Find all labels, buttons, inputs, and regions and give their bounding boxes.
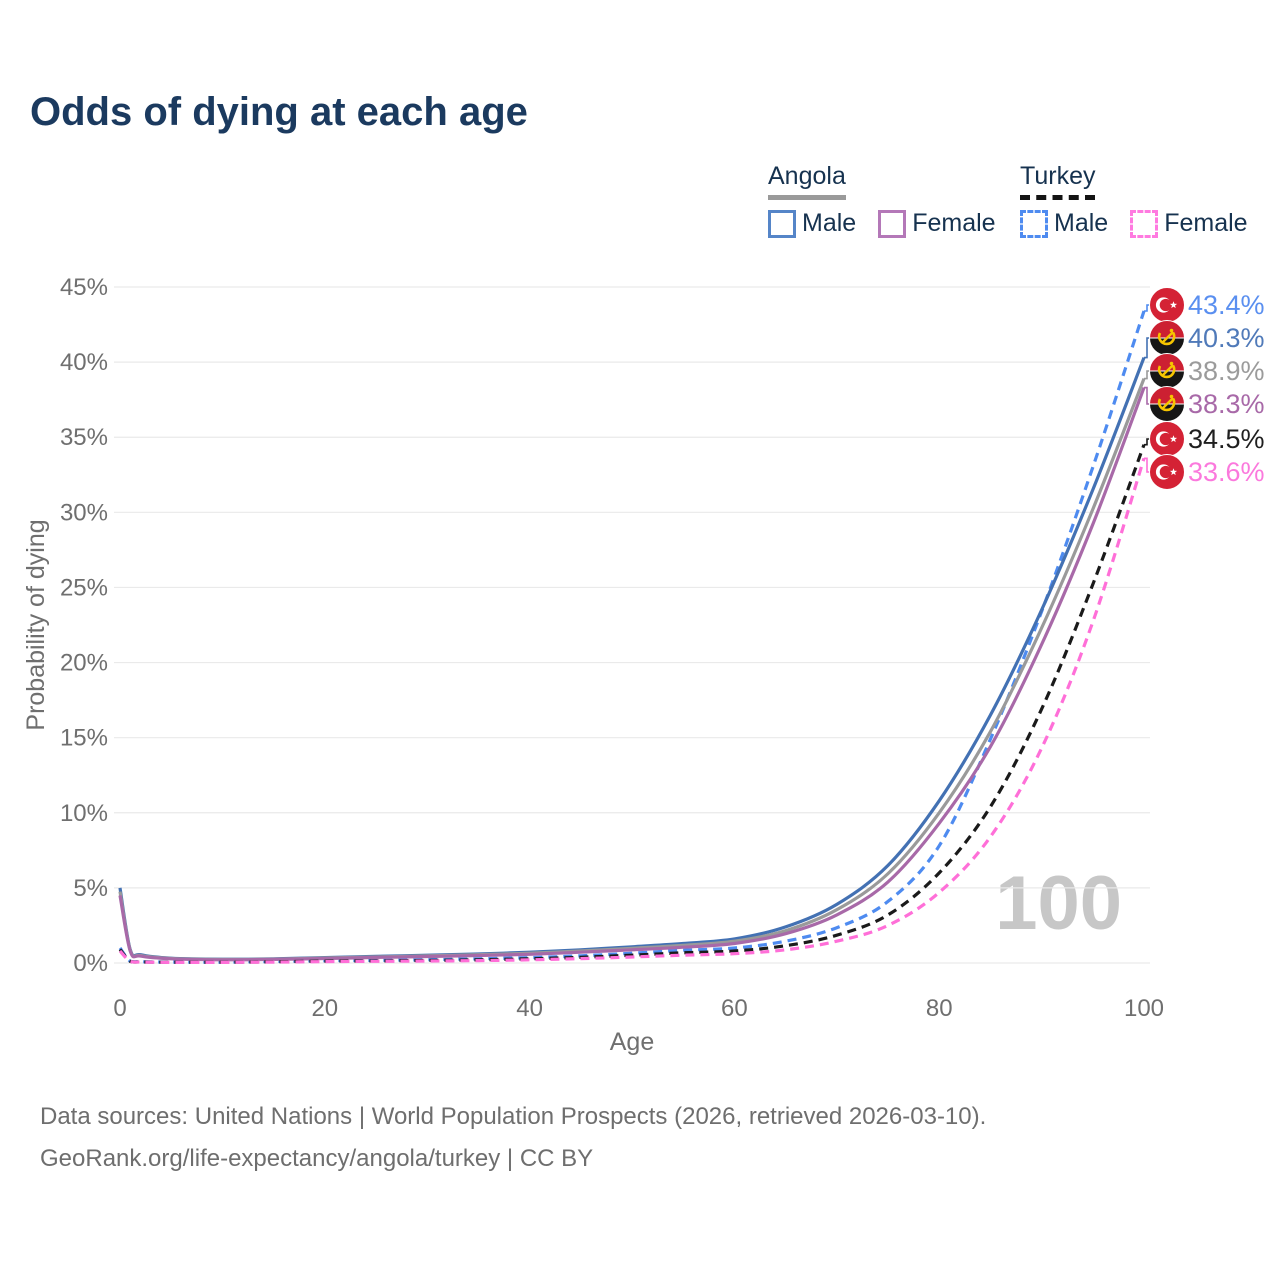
legend-item-label: Male (802, 209, 857, 237)
label-connector-turkey-both-sexes (1144, 438, 1150, 446)
legend-item-label: Male (1054, 209, 1109, 237)
legend-row-angola: Male Female (768, 209, 1010, 238)
turkey-flag-icon (1149, 454, 1185, 490)
label-connector-turkey-male (1144, 304, 1150, 312)
series-line-turkey-female (118, 457, 1146, 965)
footer-attribution-link[interactable]: GeoRank.org/life-expectancy/angola/turke… (40, 1145, 594, 1172)
end-value-label-angola-female: 38.3% (1188, 389, 1265, 419)
angola-male-swatch-icon (768, 209, 796, 238)
angola-flag-icon (1148, 353, 1186, 389)
legend-group-angola: Angola Male Female (768, 162, 1010, 238)
series-line-turkey-male (118, 310, 1146, 964)
y-tick-label-45: 45% (60, 274, 108, 301)
end-value-label-turkey-male: 43.4% (1188, 290, 1265, 320)
angola-flag-icon (1148, 386, 1186, 422)
x-tick-label-80: 80 (926, 995, 953, 1022)
angola-flag-icon (1148, 320, 1186, 356)
end-value-label-angola-both-sexes: 38.9% (1188, 356, 1265, 386)
legend-item-label: Female (912, 209, 996, 237)
label-connector-angola-both-sexes (1144, 370, 1150, 380)
label-connector-angola-male (1144, 337, 1150, 359)
angola-female-swatch-icon (878, 209, 907, 238)
y-tick-label-15: 15% (60, 725, 108, 752)
label-connector-turkey-female (1144, 457, 1150, 473)
y-tick-label-40: 40% (60, 349, 108, 376)
legend-item-angola-female[interactable]: Female (878, 209, 996, 238)
current-age-watermark: 100 (995, 861, 1122, 946)
end-value-label-turkey-both-sexes: 34.5% (1188, 424, 1265, 454)
legend-group-turkey: Turkey Male Female (1020, 162, 1262, 238)
turkey-male-swatch-icon (1020, 209, 1048, 238)
end-value-label-turkey-female: 33.6% (1188, 457, 1265, 487)
x-tick-label-40: 40 (516, 995, 543, 1022)
footer: Data sources: United Nations | World Pop… (40, 1096, 986, 1180)
y-tick-label-20: 20% (60, 650, 108, 677)
y-axis-title: Probability of dying (22, 519, 50, 730)
series-line-angola-both-sexes (118, 378, 1146, 962)
end-value-label-angola-male: 40.3% (1188, 323, 1265, 353)
turkey-flag-icon (1149, 421, 1185, 457)
x-tick-label-60: 60 (721, 995, 748, 1022)
x-tick-label-100: 100 (1124, 995, 1164, 1022)
legend-row-turkey: Male Female (1020, 209, 1262, 238)
y-tick-label-0: 0% (73, 950, 108, 977)
legend-header-turkey[interactable]: Turkey (1020, 162, 1096, 200)
legend-item-label: Female (1164, 209, 1248, 237)
series-line-angola-female (118, 387, 1146, 962)
y-tick-label-35: 35% (60, 424, 108, 451)
turkey-female-swatch-icon (1130, 209, 1159, 238)
page-title: Odds of dying at each age (30, 90, 528, 134)
y-tick-label-5: 5% (73, 875, 108, 902)
footer-data-sources: Data sources: United Nations | World Pop… (40, 1103, 987, 1130)
y-tick-label-25: 25% (60, 574, 108, 601)
y-tick-label-10: 10% (60, 800, 108, 827)
label-connector-angola-female (1144, 386, 1150, 405)
series-line-turkey-both-sexes (118, 444, 1146, 964)
legend-item-turkey-female[interactable]: Female (1130, 209, 1248, 238)
legend-header-angola[interactable]: Angola (768, 162, 846, 200)
turkey-flag-icon (1149, 287, 1185, 323)
y-tick-label-30: 30% (60, 499, 108, 526)
x-tick-label-20: 20 (311, 995, 338, 1022)
series-line-angola-male (118, 357, 1146, 961)
x-tick-label-0: 0 (113, 995, 126, 1022)
legend-item-angola-male[interactable]: Male (768, 209, 856, 238)
x-axis-title: Age (610, 1028, 654, 1056)
legend-item-turkey-male[interactable]: Male (1020, 209, 1108, 238)
